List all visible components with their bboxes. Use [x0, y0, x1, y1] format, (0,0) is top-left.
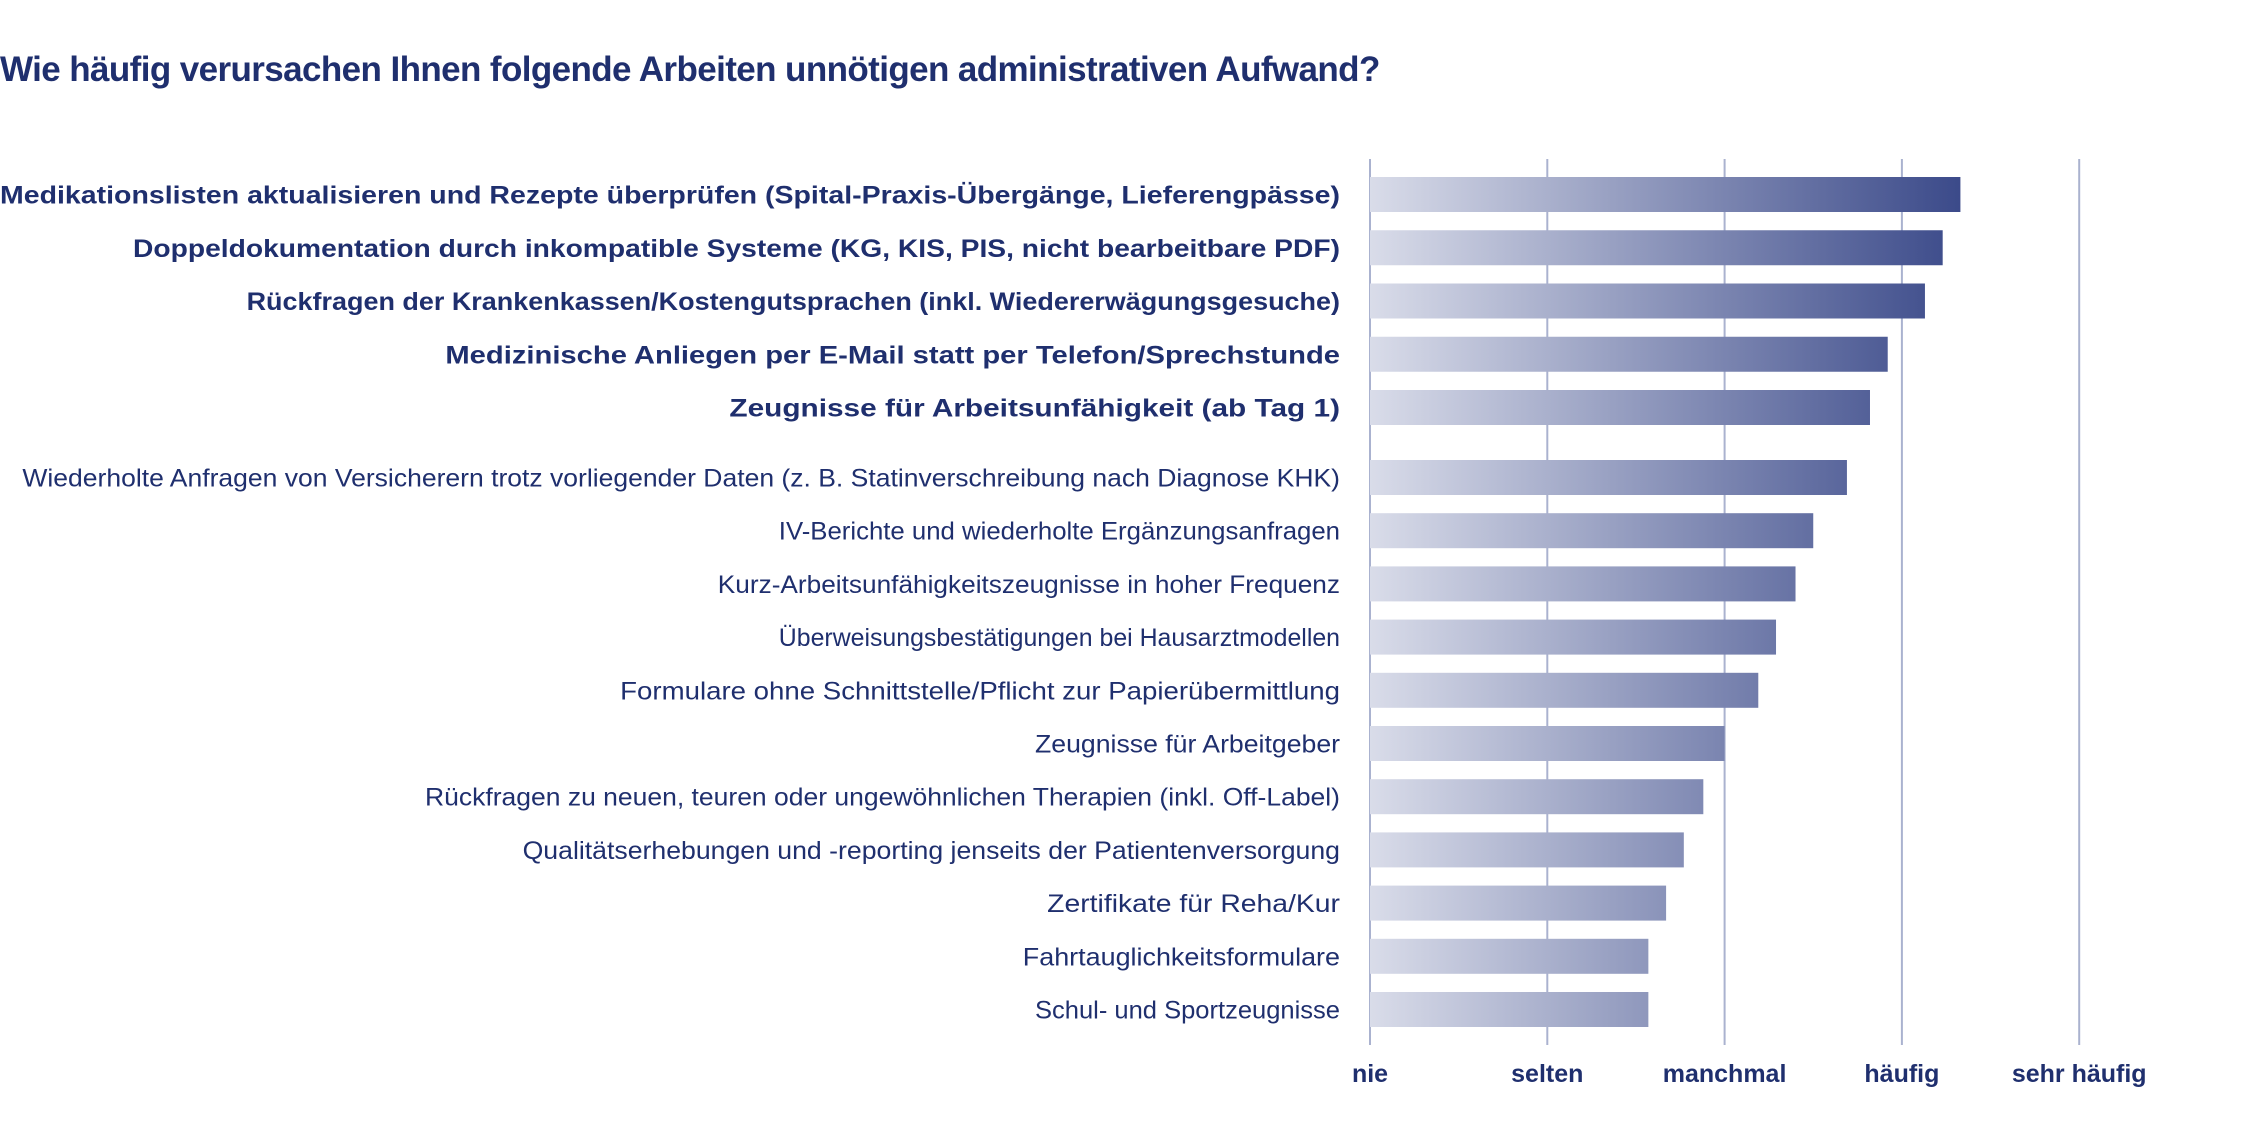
bar [1370, 832, 1684, 868]
category-label: Formulare ohne Schnittstelle/Pflicht zur… [620, 677, 1340, 705]
x-tick-label: manchmal [1663, 1060, 1787, 1088]
bar [1370, 726, 1725, 761]
bar [1370, 230, 1943, 266]
category-label: Zertifikate für Reha/Kur [1047, 890, 1340, 918]
bar [1370, 460, 1847, 495]
bar [1370, 992, 1649, 1027]
x-tick-label: selten [1511, 1060, 1583, 1088]
category-label: Kurz-Arbeitsunfähigkeitszeugnisse in hoh… [718, 571, 1340, 599]
category-label: Medikationslisten aktualisieren und Reze… [0, 181, 1340, 210]
category-label: Rückfragen zu neuen, teuren oder ungewöh… [425, 784, 1340, 812]
x-axis-ticks: nie selten manchmal häufig sehr häufig [1352, 1060, 2147, 1088]
category-labels: Medikationslisten aktualisieren und Reze… [0, 181, 1340, 1025]
category-label: Schul- und Sportzeugnisse [1035, 997, 1340, 1025]
bar [1370, 513, 1814, 549]
category-label: Rückfragen der Krankenkassen/Kostengutsp… [247, 288, 1340, 316]
category-label: Medizinische Anliegen per E-Mail statt p… [445, 341, 1340, 369]
category-label: Zeugnisse für Arbeitsunfähigkeit (ab Tag… [729, 395, 1340, 423]
category-label: Qualitätserhebungen und -reporting jense… [523, 837, 1340, 865]
x-tick-label: sehr häufig [2012, 1060, 2147, 1088]
bars [1370, 177, 1961, 1027]
bar [1370, 283, 1925, 319]
category-label: Überweisungsbestätigungen bei Hausarztmo… [779, 624, 1340, 652]
category-label: IV-Berichte und wiederholte Ergänzungsan… [779, 518, 1340, 546]
chart-title: Wie häufig verursachen Ihnen folgende Ar… [0, 50, 1380, 89]
bar [1370, 885, 1667, 921]
category-label: Zeugnisse für Arbeitgeber [1035, 731, 1340, 759]
bar [1370, 779, 1704, 815]
bar [1370, 938, 1649, 974]
bar [1370, 619, 1777, 655]
category-label: Fahrtauglichkeitsformulare [1023, 943, 1340, 971]
bar [1370, 566, 1796, 602]
bar [1370, 390, 1870, 425]
bar [1370, 177, 1961, 212]
bar [1370, 336, 1888, 372]
category-label: Doppeldokumentation durch inkompatible S… [133, 235, 1340, 263]
x-tick-label: häufig [1864, 1060, 1939, 1088]
category-label: Wiederholte Anfragen von Versicherern tr… [22, 465, 1340, 493]
bar [1370, 672, 1759, 708]
x-tick-label: nie [1352, 1060, 1388, 1088]
